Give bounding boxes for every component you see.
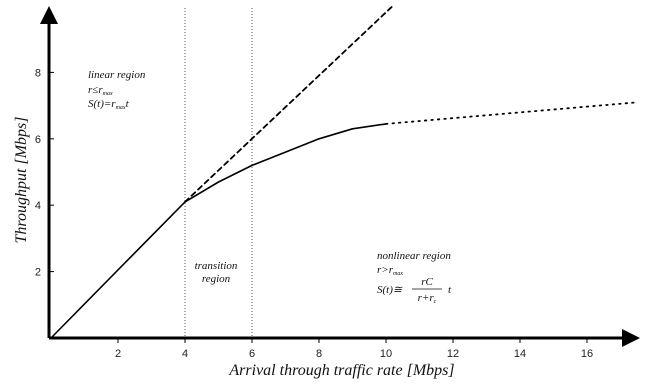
transition-region-line1: transition [195,260,238,272]
linear-region-title: linear region [88,69,146,81]
x-tick-label: 16 [581,348,593,360]
y-tick-label: 8 [35,67,41,79]
nonlinear-region-annotation: nonlinear region r>rmax S(t)≅ rC r+rc t [377,250,452,305]
series-lines [50,5,639,339]
x-tick-label: 2 [115,348,121,360]
x-tick-label: 10 [380,348,392,360]
linear-region-formula: S(t)=rmaxt [88,98,130,111]
y-axis-arrowhead [40,6,58,24]
x-tick-label: 14 [514,348,526,360]
series-line-solid [50,123,387,339]
nonlinear-region-formula-denominator: r+rc [418,292,437,305]
x-axis-arrowhead [622,329,640,347]
nonlinear-region-title: nonlinear region [377,250,451,262]
y-tick-label: 4 [35,200,41,212]
transition-region-annotation: transition region [195,260,238,285]
vertical-guide-lines [184,8,253,338]
linear-region-condition: r≤rmax [88,84,113,97]
nonlinear-region-formula-lhs: S(t)≅ [377,284,403,296]
y-tick-label: 2 [35,267,41,279]
x-tick-label: 6 [249,348,255,360]
x-tick-label: 4 [182,348,188,360]
linear-region-annotation: linear region r≤rmax S(t)=rmaxt [88,69,146,111]
tick-marks: 2 4 6 8 10 12 14 16 2 4 6 8 [35,67,593,360]
series-line-dotted [385,101,639,125]
x-axis-title: Arrival through traffic rate [Mbps] [228,362,454,379]
axes [40,6,640,347]
nonlinear-region-formula-numerator: rC [421,276,433,288]
x-tick-label: 12 [447,348,459,360]
nonlinear-region-formula-tail: t [448,284,452,296]
nonlinear-region-condition: r>rmax [377,264,403,277]
series-line-dashed [184,5,394,203]
x-tick-label: 8 [316,348,322,360]
y-axis-title: Throughput [Mbps] [13,117,30,244]
transition-region-line2: region [202,273,231,285]
y-tick-label: 6 [35,134,41,146]
